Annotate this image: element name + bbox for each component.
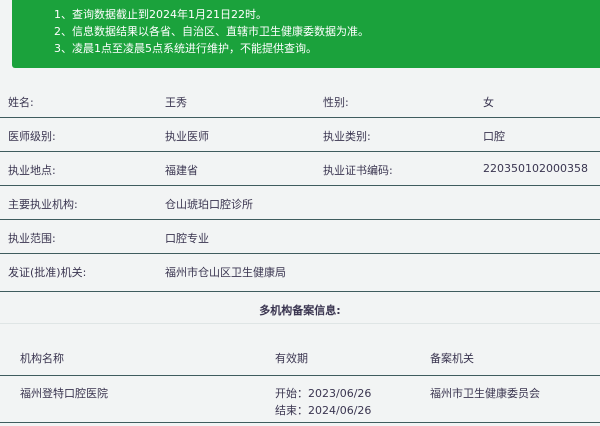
table-row: 福州登特口腔医院 开始：2023/06/26 结束：2024/06/26 福州市…	[0, 377, 600, 423]
validity: 开始：2023/06/26 结束：2024/06/26	[275, 385, 371, 419]
label: 执业地点:	[8, 164, 56, 177]
label: 医师级别:	[8, 130, 56, 143]
value: 执业医师	[165, 130, 209, 143]
label: 姓名:	[8, 96, 34, 109]
column-header: 机构名称	[20, 352, 64, 365]
table-header: 机构名称 有效期 备案机关	[0, 340, 600, 376]
notice-line: 2、信息数据结果以各省、自治区、直辖市卫生健康委数据为准。	[54, 25, 369, 38]
column-header: 有效期	[275, 352, 308, 365]
info-row-level: 医师级别: 执业医师 执业类别: 口腔	[0, 118, 600, 152]
label: 发证(批准)机关:	[8, 266, 87, 279]
value: 仓山琥珀口腔诊所	[165, 198, 253, 211]
label: 主要执业机构:	[8, 198, 78, 211]
value: 口腔	[483, 130, 505, 143]
info-row-location: 执业地点: 福建省 执业证书编码: 220350102000358	[0, 152, 600, 186]
info-row-institution: 主要执业机构: 仓山琥珀口腔诊所	[0, 186, 600, 220]
value: 女	[483, 96, 494, 109]
value: 220350102000358	[483, 162, 588, 175]
end-date: 结束：2024/06/26	[275, 404, 372, 417]
value: 王秀	[165, 96, 187, 109]
label: 执业范围:	[8, 232, 56, 245]
multi-org-title: 多机构备案信息:	[0, 292, 600, 324]
value: 福州市仓山区卫生健康局	[165, 266, 286, 279]
info-row-scope: 执业范围: 口腔专业	[0, 220, 600, 254]
value: 口腔专业	[165, 232, 209, 245]
column-header: 备案机关	[430, 352, 474, 365]
label: 执业证书编码:	[323, 164, 393, 177]
notice-line: 1、查询数据截止到2024年1月21日22时。	[54, 8, 267, 21]
org-name: 福州登特口腔医院	[20, 387, 108, 400]
value: 福建省	[165, 164, 198, 177]
label: 性别:	[323, 96, 349, 109]
start-date: 开始：2023/06/26	[275, 387, 372, 400]
notice-line: 3、凌晨1点至凌晨5点系统进行维护，不能提供查询。	[54, 42, 317, 55]
info-row-name: 姓名: 王秀 性别: 女	[0, 84, 600, 118]
info-row-authority: 发证(批准)机关: 福州市仓山区卫生健康局	[0, 254, 600, 292]
agency: 福州市卫生健康委员会	[430, 387, 540, 400]
label: 执业类别:	[323, 130, 371, 143]
notice-banner: 1、查询数据截止到2024年1月21日22时。 2、信息数据结果以各省、自治区、…	[12, 0, 600, 68]
